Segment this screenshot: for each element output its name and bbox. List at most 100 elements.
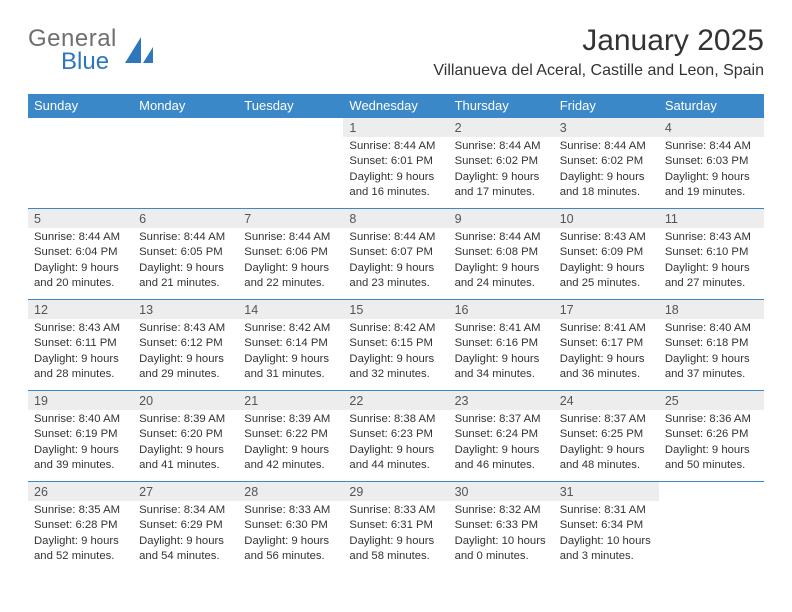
daylight-line: and 46 minutes. xyxy=(455,458,548,473)
day-number: 25 xyxy=(659,391,764,411)
daylight-line: Daylight: 9 hours xyxy=(139,352,232,367)
daylight-line: Daylight: 9 hours xyxy=(665,170,758,185)
sun-line: Sunset: 6:19 PM xyxy=(34,427,127,442)
day-number: 24 xyxy=(554,391,659,411)
sun-line: Sunset: 6:25 PM xyxy=(560,427,653,442)
daylight-line: and 48 minutes. xyxy=(560,458,653,473)
empty-day xyxy=(133,137,238,209)
day-details: Sunrise: 8:33 AMSunset: 6:31 PMDaylight:… xyxy=(343,501,448,572)
sun-line: Sunset: 6:26 PM xyxy=(665,427,758,442)
day-number: 7 xyxy=(238,209,343,229)
daylight-line: Daylight: 9 hours xyxy=(665,352,758,367)
sun-line: Sunrise: 8:31 AM xyxy=(560,503,653,518)
sun-line: Sunset: 6:01 PM xyxy=(349,154,442,169)
sun-line: Sunset: 6:03 PM xyxy=(665,154,758,169)
sun-line: Sunrise: 8:35 AM xyxy=(34,503,127,518)
daylight-line: Daylight: 9 hours xyxy=(244,534,337,549)
daylight-line: Daylight: 9 hours xyxy=(34,261,127,276)
daylight-line: and 16 minutes. xyxy=(349,185,442,200)
sun-line: Sunset: 6:16 PM xyxy=(455,336,548,351)
daylight-line: Daylight: 9 hours xyxy=(34,352,127,367)
sun-line: Sunrise: 8:39 AM xyxy=(244,412,337,427)
sun-line: Sunrise: 8:36 AM xyxy=(665,412,758,427)
day-number: 29 xyxy=(343,482,448,502)
day-header: Tuesday xyxy=(238,94,343,118)
empty-day xyxy=(28,137,133,209)
week-detail-row: Sunrise: 8:43 AMSunset: 6:11 PMDaylight:… xyxy=(28,319,764,391)
sun-line: Sunset: 6:29 PM xyxy=(139,518,232,533)
daylight-line: Daylight: 9 hours xyxy=(560,170,653,185)
day-number: 14 xyxy=(238,300,343,320)
daylight-line: Daylight: 9 hours xyxy=(139,261,232,276)
day-number: 28 xyxy=(238,482,343,502)
sun-line: Sunset: 6:11 PM xyxy=(34,336,127,351)
sun-line: Sunrise: 8:43 AM xyxy=(560,230,653,245)
sun-line: Sunset: 6:24 PM xyxy=(455,427,548,442)
daylight-line: and 0 minutes. xyxy=(455,549,548,564)
daylight-line: and 34 minutes. xyxy=(455,367,548,382)
sun-line: Sunset: 6:02 PM xyxy=(455,154,548,169)
sun-line: Sunrise: 8:44 AM xyxy=(455,139,548,154)
sun-line: Sunrise: 8:41 AM xyxy=(560,321,653,336)
day-details: Sunrise: 8:40 AMSunset: 6:18 PMDaylight:… xyxy=(659,319,764,391)
day-details: Sunrise: 8:44 AMSunset: 6:08 PMDaylight:… xyxy=(449,228,554,300)
sun-line: Sunrise: 8:40 AM xyxy=(665,321,758,336)
daylight-line: Daylight: 9 hours xyxy=(349,261,442,276)
sun-line: Sunset: 6:34 PM xyxy=(560,518,653,533)
day-number: 8 xyxy=(343,209,448,229)
sun-line: Sunrise: 8:44 AM xyxy=(349,139,442,154)
sun-line: Sunrise: 8:44 AM xyxy=(244,230,337,245)
sun-line: Sunset: 6:30 PM xyxy=(244,518,337,533)
daylight-line: Daylight: 9 hours xyxy=(560,352,653,367)
sun-line: Sunset: 6:05 PM xyxy=(139,245,232,260)
daylight-line: and 27 minutes. xyxy=(665,276,758,291)
week-detail-row: Sunrise: 8:35 AMSunset: 6:28 PMDaylight:… xyxy=(28,501,764,572)
sun-line: Sunrise: 8:34 AM xyxy=(139,503,232,518)
sun-line: Sunset: 6:15 PM xyxy=(349,336,442,351)
daylight-line: and 39 minutes. xyxy=(34,458,127,473)
daylight-line: and 17 minutes. xyxy=(455,185,548,200)
daylight-line: and 23 minutes. xyxy=(349,276,442,291)
week-number-row: 1234 xyxy=(28,118,764,138)
daylight-line: Daylight: 9 hours xyxy=(455,261,548,276)
daylight-line: Daylight: 9 hours xyxy=(455,170,548,185)
day-number: 19 xyxy=(28,391,133,411)
daylight-line: Daylight: 9 hours xyxy=(455,352,548,367)
daylight-line: and 20 minutes. xyxy=(34,276,127,291)
day-header: Saturday xyxy=(659,94,764,118)
daylight-line: and 52 minutes. xyxy=(34,549,127,564)
daylight-line: Daylight: 9 hours xyxy=(34,534,127,549)
day-number: 22 xyxy=(343,391,448,411)
sun-line: Sunrise: 8:42 AM xyxy=(349,321,442,336)
sun-line: Sunset: 6:10 PM xyxy=(665,245,758,260)
sun-line: Sunset: 6:28 PM xyxy=(34,518,127,533)
day-details: Sunrise: 8:44 AMSunset: 6:07 PMDaylight:… xyxy=(343,228,448,300)
logo-text: General GeBlue xyxy=(28,28,117,74)
day-number: 21 xyxy=(238,391,343,411)
sun-line: Sunset: 6:23 PM xyxy=(349,427,442,442)
empty-day xyxy=(133,118,238,138)
daylight-line: Daylight: 9 hours xyxy=(560,443,653,458)
day-details: Sunrise: 8:39 AMSunset: 6:22 PMDaylight:… xyxy=(238,410,343,482)
sun-line: Sunrise: 8:38 AM xyxy=(349,412,442,427)
daylight-line: and 41 minutes. xyxy=(139,458,232,473)
daylight-line: and 54 minutes. xyxy=(139,549,232,564)
daylight-line: and 21 minutes. xyxy=(139,276,232,291)
daylight-line: Daylight: 9 hours xyxy=(665,443,758,458)
sun-line: Sunset: 6:20 PM xyxy=(139,427,232,442)
daylight-line: Daylight: 9 hours xyxy=(139,534,232,549)
daylight-line: and 29 minutes. xyxy=(139,367,232,382)
daylight-line: Daylight: 9 hours xyxy=(244,261,337,276)
day-details: Sunrise: 8:42 AMSunset: 6:14 PMDaylight:… xyxy=(238,319,343,391)
day-details: Sunrise: 8:40 AMSunset: 6:19 PMDaylight:… xyxy=(28,410,133,482)
day-details: Sunrise: 8:38 AMSunset: 6:23 PMDaylight:… xyxy=(343,410,448,482)
sun-line: Sunrise: 8:44 AM xyxy=(349,230,442,245)
sun-line: Sunset: 6:22 PM xyxy=(244,427,337,442)
day-details: Sunrise: 8:44 AMSunset: 6:02 PMDaylight:… xyxy=(449,137,554,209)
day-number: 15 xyxy=(343,300,448,320)
title-block: January 2025 Villanueva del Aceral, Cast… xyxy=(433,24,764,80)
day-details: Sunrise: 8:43 AMSunset: 6:10 PMDaylight:… xyxy=(659,228,764,300)
week-detail-row: Sunrise: 8:44 AMSunset: 6:01 PMDaylight:… xyxy=(28,137,764,209)
sun-line: Sunrise: 8:42 AM xyxy=(244,321,337,336)
day-header: Friday xyxy=(554,94,659,118)
